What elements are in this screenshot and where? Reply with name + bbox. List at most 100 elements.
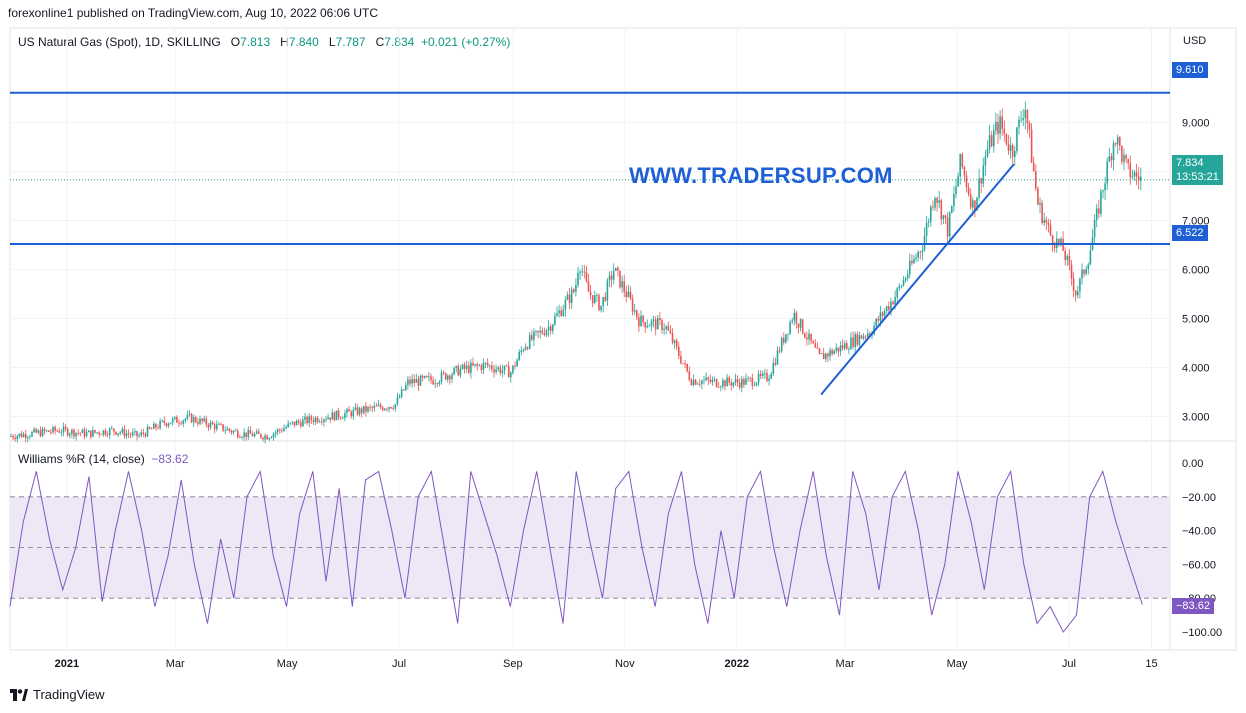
candle-body — [711, 379, 714, 382]
candle-body — [984, 156, 987, 166]
candle-body — [272, 433, 275, 438]
candle-body — [207, 424, 210, 428]
candle-body — [1127, 158, 1129, 164]
candle-body — [808, 333, 810, 340]
change-value: +0.021 (+0.27%) — [420, 35, 511, 49]
candle-body — [764, 373, 766, 374]
candle-body — [295, 420, 298, 426]
candle-body — [1047, 222, 1050, 225]
candle-body — [505, 365, 508, 367]
time-tick-label: 2021 — [55, 658, 79, 670]
candle-body — [999, 116, 1001, 134]
candle-body — [736, 379, 739, 383]
candle-body — [707, 377, 709, 380]
candle-body — [539, 330, 541, 333]
candle-body — [503, 365, 506, 371]
candle-body — [371, 407, 373, 409]
candle-body — [1131, 176, 1134, 178]
candle-body — [969, 194, 972, 208]
candle-body — [726, 377, 728, 387]
candle-body — [518, 352, 520, 360]
symbol-name: US Natural Gas (Spot), 1D, SKILLING — [18, 35, 221, 49]
candle-body — [1108, 156, 1111, 162]
candle-body — [696, 383, 699, 385]
candle-body — [1020, 119, 1022, 121]
candle-body — [768, 378, 770, 381]
candle-body — [438, 381, 441, 384]
candle-body — [138, 435, 140, 437]
candle-body — [892, 301, 894, 305]
candle-body — [457, 365, 460, 376]
candle-body — [575, 285, 577, 292]
candle-body — [951, 206, 953, 213]
candle-body — [281, 430, 283, 432]
candle-body — [814, 343, 817, 348]
candle-body — [944, 215, 947, 218]
candle-body — [812, 341, 814, 344]
candle-body — [195, 417, 197, 422]
candle-body — [829, 350, 831, 357]
candle-body — [369, 406, 371, 408]
candle-body — [961, 154, 964, 168]
candle-body — [778, 350, 781, 352]
candle-body — [1041, 203, 1043, 223]
candle-body — [377, 404, 380, 407]
candle-body — [638, 317, 640, 327]
candle-body — [453, 367, 455, 375]
candle-body — [846, 343, 848, 350]
candle-body — [1007, 144, 1010, 151]
williams-tick-label: −20.00 — [1182, 492, 1216, 504]
candle-body — [753, 385, 756, 386]
candle-body — [526, 347, 529, 349]
time-tick-label: May — [277, 658, 298, 670]
candle-body — [495, 369, 497, 373]
candle-body — [62, 426, 65, 433]
candle-body — [323, 419, 325, 423]
candle-body — [843, 343, 846, 349]
candle-body — [348, 409, 350, 412]
candle-body — [801, 319, 804, 334]
candle-body — [625, 291, 628, 297]
candle-body — [94, 430, 96, 433]
price-tick-label: 4.000 — [1182, 363, 1210, 375]
tradingview-footer[interactable]: TradingView — [10, 687, 105, 702]
candle-body — [573, 289, 575, 292]
candle-body — [602, 296, 604, 306]
candle-body — [965, 175, 968, 188]
candle-body — [163, 420, 166, 424]
candle-body — [171, 418, 174, 423]
candle-body — [661, 320, 663, 331]
candle-body — [623, 281, 625, 292]
candle-body — [18, 433, 21, 437]
candle-body — [825, 353, 827, 359]
candle-body — [405, 384, 407, 391]
candle-body — [997, 121, 999, 134]
candle-body — [646, 325, 649, 328]
williams-r-value: −83.62 — [151, 452, 189, 466]
candle-body — [251, 433, 254, 437]
candle-body — [297, 420, 300, 423]
candle-body — [102, 430, 105, 435]
candle-body — [528, 335, 531, 349]
candle-body — [75, 432, 77, 437]
candle-body — [1005, 133, 1008, 145]
candle-body — [1083, 269, 1085, 274]
candle-body — [90, 430, 92, 437]
candle-body — [728, 377, 730, 383]
candle-body — [589, 291, 592, 296]
candle-body — [883, 311, 886, 316]
williams-tick-label: −60.00 — [1182, 559, 1216, 571]
candle-body — [1014, 151, 1016, 157]
candle-body — [955, 186, 957, 195]
candle-body — [148, 426, 151, 429]
candle-body — [268, 438, 271, 440]
candle-body — [184, 418, 187, 421]
candle-body — [234, 430, 237, 432]
candle-body — [1039, 203, 1041, 205]
candle-body — [793, 312, 796, 321]
candle-body — [470, 362, 472, 373]
candle-body — [906, 274, 909, 279]
candle-body — [285, 426, 287, 429]
candle-body — [226, 428, 229, 431]
